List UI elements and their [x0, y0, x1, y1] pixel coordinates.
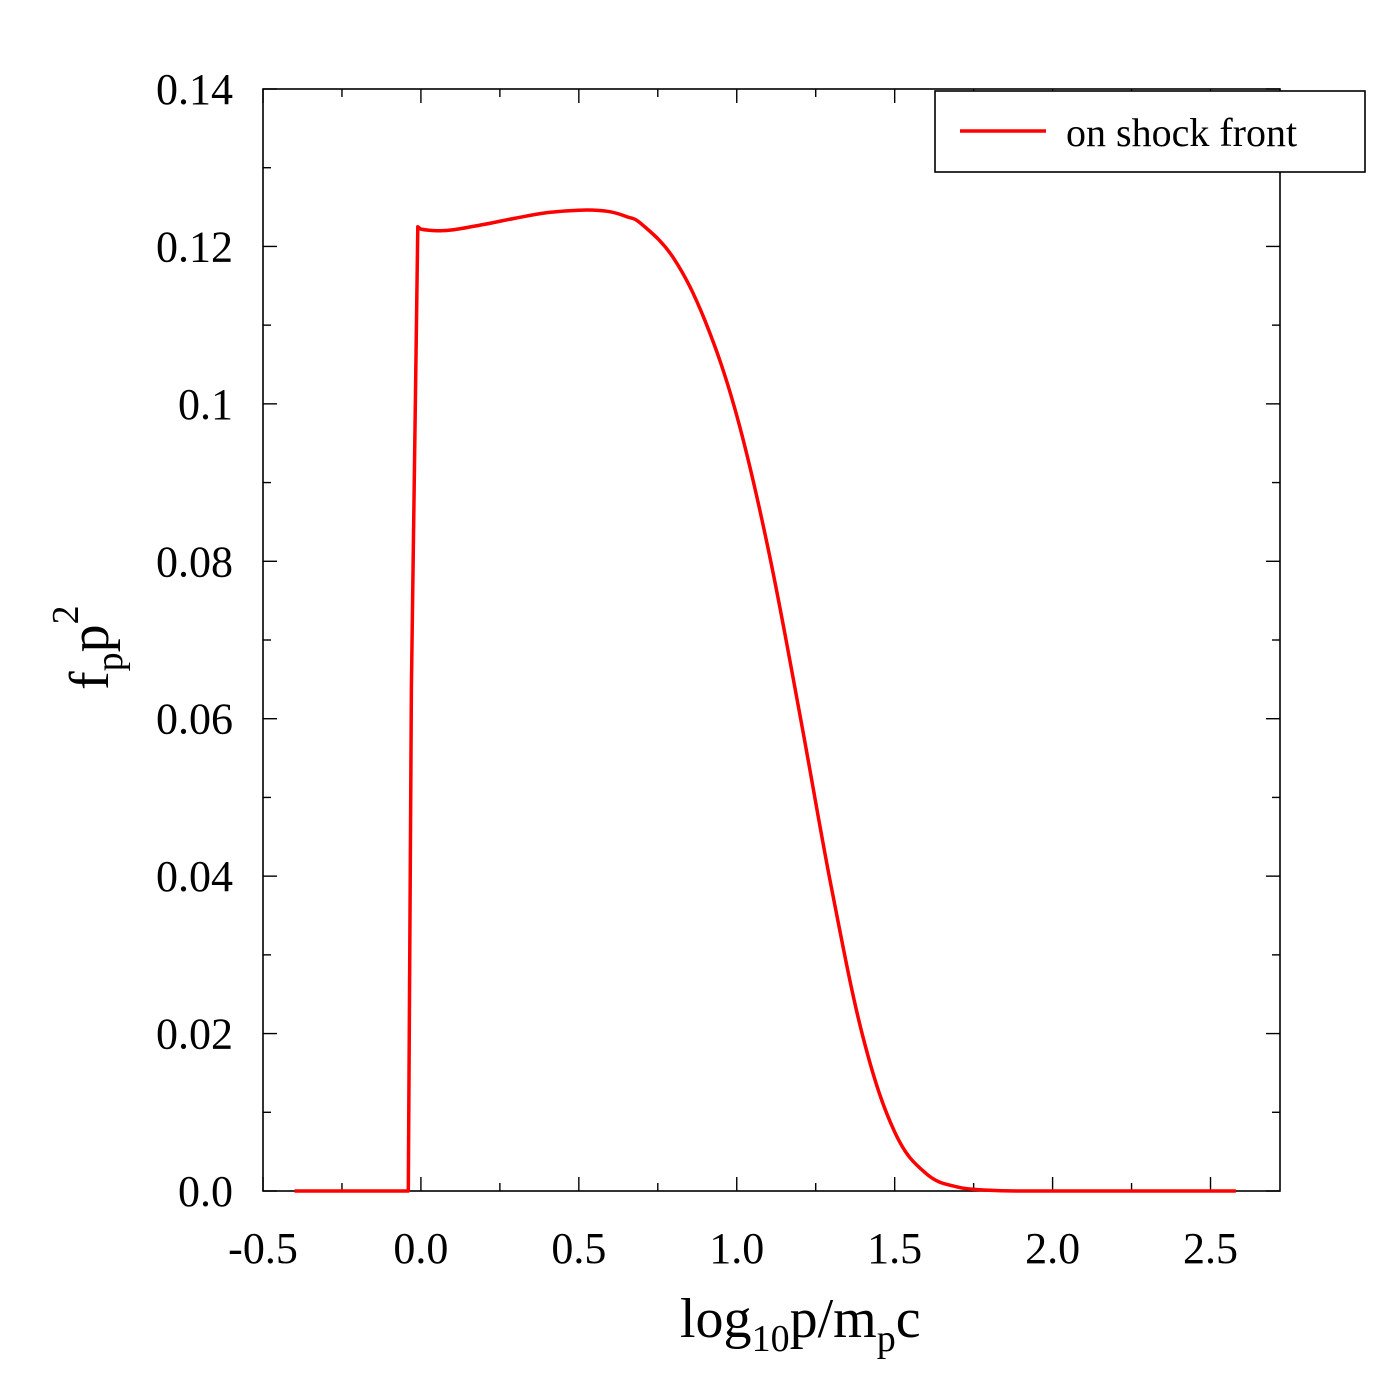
series-layer — [294, 208, 1236, 1193]
x-axis-title-end: c — [896, 1288, 921, 1350]
x-tick-label: 0.0 — [393, 1224, 448, 1273]
y-tick-label: 0.0 — [178, 1167, 233, 1216]
plot-frame — [262, 88, 1281, 1192]
x-tick-label: 2.5 — [1183, 1224, 1238, 1273]
x-axis-title-sub1: 10 — [752, 1318, 790, 1360]
y-axis-title-main: f — [59, 671, 121, 690]
y-tick-label: 0.08 — [156, 537, 233, 586]
x-tick-label: 1.5 — [867, 1224, 922, 1273]
x-tick-label: 1.0 — [709, 1224, 764, 1273]
x-axis-title-main: log — [680, 1288, 752, 1350]
x-axis-title: log10p/mpc — [680, 1288, 921, 1360]
legend-label: on shock front — [1066, 110, 1297, 155]
y-tick-label: 0.1 — [178, 380, 233, 429]
y-axis-title-sup: 2 — [45, 605, 87, 624]
y-axis-title: fpp2 — [45, 605, 131, 690]
y-ticks: 0.0 0.02 0.04 0.06 0.08 0.1 0.12 0.14 — [156, 65, 1280, 1216]
series-line — [294, 208, 1236, 1193]
y-tick-label: 0.14 — [156, 65, 233, 114]
x-axis-title-sub2: p — [877, 1318, 896, 1360]
y-axis-title-sub: p — [89, 652, 131, 671]
legend: on shock front — [934, 90, 1366, 173]
y-tick-label: 0.02 — [156, 1010, 233, 1059]
y-tick-label: 0.06 — [156, 695, 233, 744]
x-axis-title-mid: p/m — [790, 1288, 877, 1350]
x-tick-label: 0.5 — [551, 1224, 606, 1273]
y-axis-title-mid: p — [59, 624, 121, 652]
x-tick-label: 2.0 — [1025, 1224, 1080, 1273]
x-ticks: -0.5 0.0 0.5 1.0 1.5 2.0 2.5 — [228, 89, 1238, 1273]
y-tick-label: 0.04 — [156, 852, 233, 901]
x-tick-label: -0.5 — [228, 1224, 298, 1273]
y-tick-label: 0.12 — [156, 222, 233, 271]
